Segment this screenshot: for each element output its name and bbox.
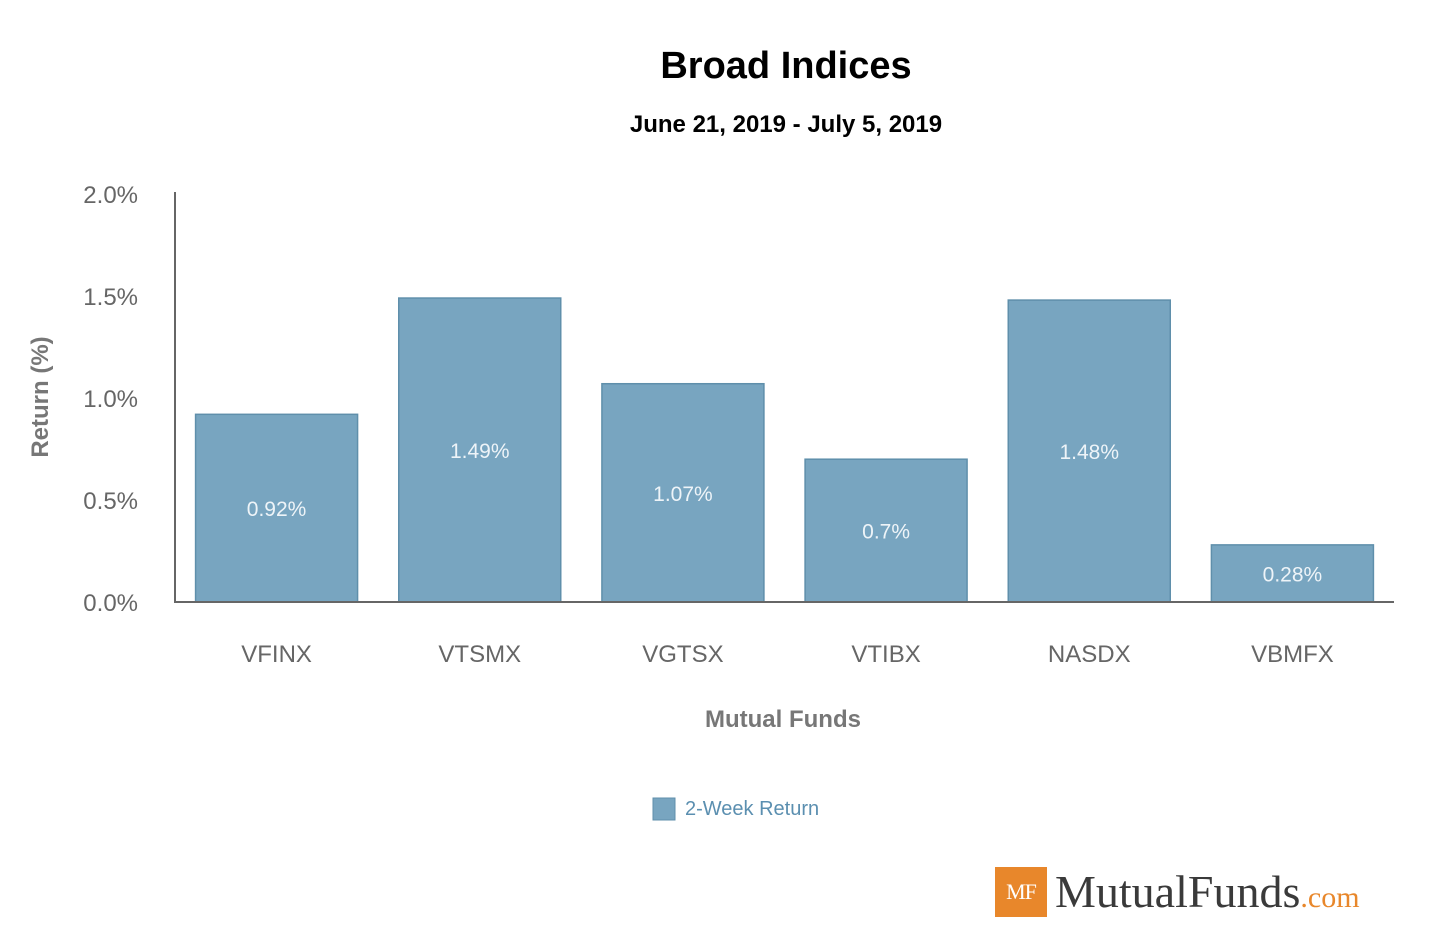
bar[interactable] [804, 458, 968, 603]
legend[interactable]: 2-Week Return [652, 797, 819, 821]
bar[interactable] [398, 297, 562, 603]
bar[interactable] [1210, 544, 1375, 603]
mutualfunds-logo[interactable]: MF MutualFunds.com [995, 866, 1360, 918]
x-tick-label: VBMFX [1251, 641, 1334, 668]
y-tick-label: 0.0% [83, 590, 138, 617]
x-tick-label: VFINX [241, 641, 312, 668]
x-tick-label: VTSMX [438, 641, 521, 668]
x-tick-label: VGTSX [642, 641, 723, 668]
bar-value-label: 0.28% [1263, 563, 1323, 586]
x-tick-label: NASDX [1048, 641, 1131, 668]
logo-tld: .com [1300, 881, 1360, 914]
logo-name: MutualFunds [1055, 866, 1301, 917]
y-tick-label: 1.0% [83, 386, 138, 413]
y-axis-title: Return (%) [27, 336, 54, 457]
logo-wordmark: MutualFunds.com [1055, 869, 1360, 915]
chart-subtitle: June 21, 2019 - July 5, 2019 [630, 111, 942, 138]
legend-swatch [652, 797, 676, 821]
legend-label: 2-Week Return [685, 798, 819, 820]
bar-value-label: 0.7% [862, 521, 910, 544]
x-axis-title: Mutual Funds [705, 706, 861, 733]
chart-title: Broad Indices [660, 45, 911, 87]
bar-value-label: 1.07% [653, 483, 713, 506]
y-tick-label: 0.5% [83, 488, 138, 515]
y-tick-label: 2.0% [83, 182, 138, 209]
x-axis-ticks: VFINX VTSMX VGTSX VTIBX NASDX VBMFX [241, 641, 1334, 668]
y-axis-ticks: 0.0% 0.5% 1.0% 1.5% 2.0% [83, 182, 138, 617]
bar[interactable] [1007, 299, 1171, 603]
bar-value-label: 0.92% [247, 498, 307, 521]
bar-labels: 0.92% 1.49% 1.07% 0.7% 1.48% 0.28% [247, 440, 1322, 586]
bar-value-label: 1.48% [1059, 441, 1119, 464]
bars [194, 297, 1375, 603]
y-tick-label: 1.5% [83, 284, 138, 311]
x-tick-label: VTIBX [851, 641, 920, 668]
bar-value-label: 1.49% [450, 440, 510, 463]
bar[interactable] [194, 413, 359, 603]
logo-badge: MF [995, 867, 1047, 917]
bar[interactable] [601, 382, 765, 603]
